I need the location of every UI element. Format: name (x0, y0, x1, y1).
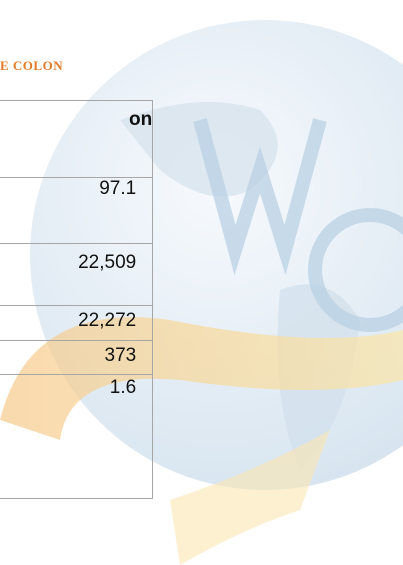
cell: 22,509 (0, 243, 154, 306)
cell: 373 (0, 340, 154, 375)
data-table: on 97.1 22,509 22,272 373 1.6 (0, 100, 154, 499)
cell: 22,272 (0, 305, 154, 341)
cell: 97.1 (0, 177, 154, 244)
cell: 1.6 (0, 374, 154, 499)
table-header: on (0, 100, 154, 178)
section-heading: E COLON (0, 58, 64, 73)
header-text: on (129, 109, 153, 130)
